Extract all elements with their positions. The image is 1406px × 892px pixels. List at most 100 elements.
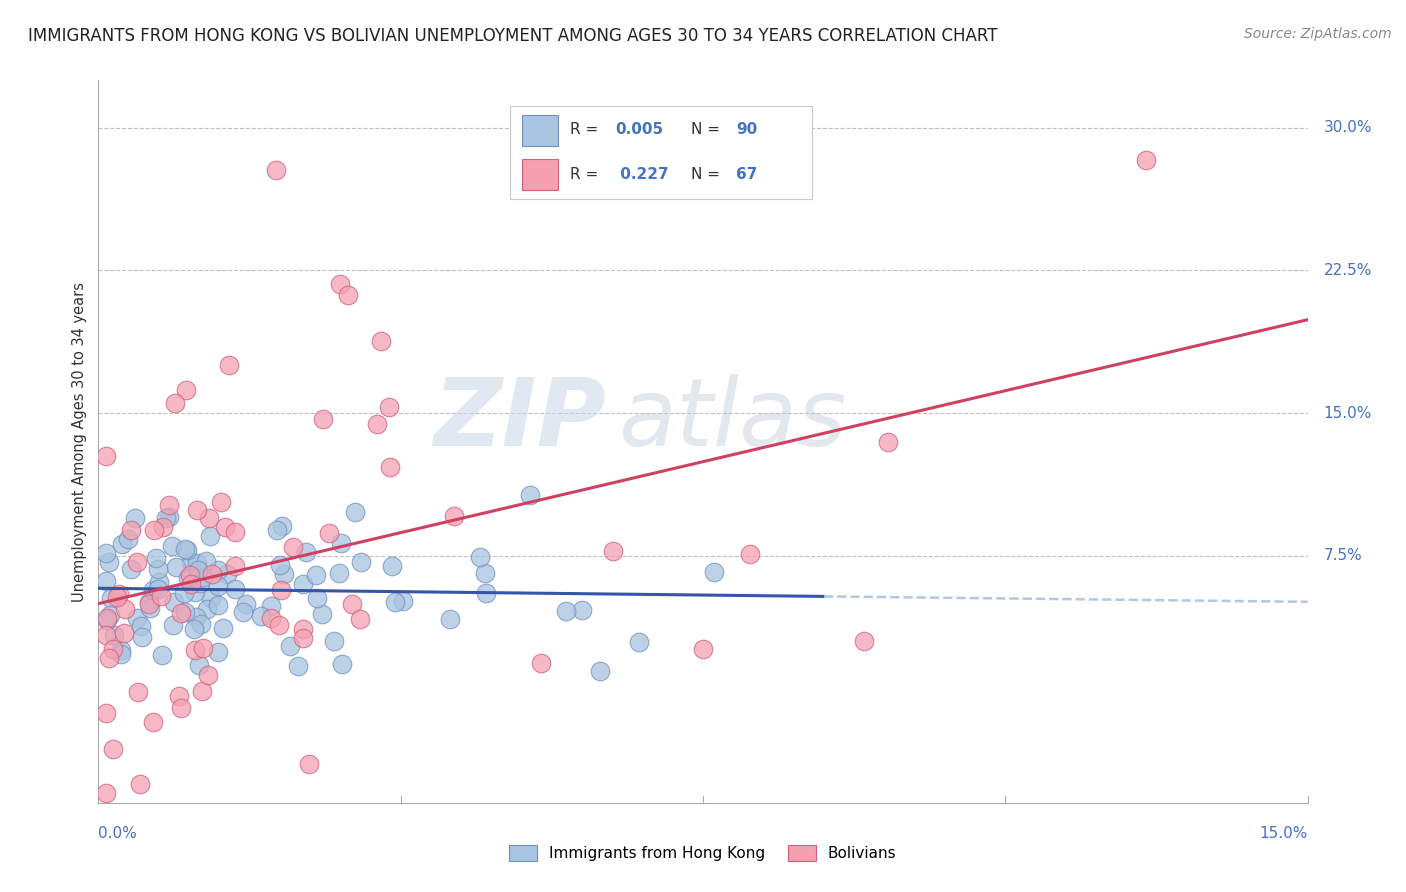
Point bbox=[470, 550, 492, 565]
Point bbox=[170, 606, 193, 620]
Point bbox=[266, 523, 288, 537]
Point bbox=[377, 401, 399, 415]
Point bbox=[273, 567, 295, 582]
Point bbox=[187, 657, 209, 672]
Point bbox=[329, 277, 352, 291]
Point bbox=[129, 777, 152, 791]
Point bbox=[173, 586, 195, 600]
Point bbox=[270, 582, 292, 597]
Point bbox=[738, 547, 761, 561]
Point bbox=[260, 599, 283, 614]
Point bbox=[292, 632, 315, 646]
Point bbox=[120, 562, 142, 576]
Point bbox=[183, 622, 205, 636]
Point bbox=[179, 568, 201, 582]
Text: 0.0%: 0.0% bbox=[98, 826, 138, 840]
Point bbox=[877, 434, 900, 449]
Point bbox=[114, 602, 136, 616]
Point bbox=[96, 610, 118, 624]
Point bbox=[101, 641, 124, 656]
Point bbox=[287, 659, 309, 673]
Point bbox=[269, 558, 291, 573]
Point bbox=[391, 594, 413, 608]
Point bbox=[127, 611, 149, 625]
Point bbox=[232, 605, 254, 619]
Point bbox=[330, 536, 353, 550]
Point bbox=[184, 610, 207, 624]
Point bbox=[305, 591, 328, 605]
Text: Source: ZipAtlas.com: Source: ZipAtlas.com bbox=[1244, 27, 1392, 41]
Point bbox=[366, 417, 388, 431]
Text: 30.0%: 30.0% bbox=[1323, 120, 1372, 136]
Point bbox=[165, 395, 187, 409]
Point bbox=[703, 566, 725, 580]
Point bbox=[170, 701, 193, 715]
Point bbox=[264, 162, 287, 177]
Point bbox=[328, 566, 350, 580]
Point bbox=[112, 626, 135, 640]
Point bbox=[177, 571, 200, 585]
Point bbox=[180, 577, 202, 591]
Point bbox=[145, 551, 167, 566]
Point bbox=[120, 523, 142, 537]
Point bbox=[281, 540, 304, 554]
Point bbox=[167, 690, 190, 704]
Point bbox=[157, 509, 180, 524]
Point bbox=[530, 656, 553, 670]
Point bbox=[100, 591, 122, 605]
Point bbox=[146, 582, 169, 597]
Point bbox=[318, 525, 340, 540]
Point bbox=[96, 450, 118, 464]
Point bbox=[370, 334, 392, 348]
Point bbox=[343, 505, 366, 519]
Point bbox=[129, 619, 152, 633]
Point bbox=[197, 668, 219, 682]
Point bbox=[162, 595, 184, 609]
Point bbox=[180, 556, 202, 570]
Point bbox=[340, 597, 363, 611]
Point bbox=[260, 611, 283, 625]
Point bbox=[101, 742, 124, 756]
Point bbox=[103, 628, 125, 642]
Point bbox=[298, 756, 321, 771]
Point bbox=[191, 640, 214, 655]
Point bbox=[155, 511, 177, 525]
Point bbox=[110, 647, 132, 661]
Point bbox=[190, 617, 212, 632]
Point bbox=[292, 577, 315, 591]
Point bbox=[117, 533, 139, 547]
Point bbox=[124, 511, 146, 525]
Point bbox=[187, 563, 209, 577]
Point bbox=[96, 574, 118, 588]
Text: 15.0%: 15.0% bbox=[1323, 406, 1372, 420]
Point bbox=[201, 566, 224, 581]
Point bbox=[142, 583, 165, 598]
Point bbox=[176, 542, 198, 557]
Point bbox=[191, 570, 214, 584]
Point bbox=[602, 543, 624, 558]
Point bbox=[291, 622, 314, 636]
Point bbox=[218, 359, 240, 373]
Point bbox=[194, 554, 217, 568]
Point bbox=[207, 645, 229, 659]
Point bbox=[380, 460, 402, 475]
Text: 7.5%: 7.5% bbox=[1323, 548, 1362, 563]
Point bbox=[186, 556, 208, 570]
Point bbox=[148, 575, 170, 590]
Point bbox=[186, 503, 208, 517]
Point bbox=[105, 590, 128, 604]
Point bbox=[150, 648, 173, 662]
Point bbox=[97, 651, 120, 665]
Point bbox=[280, 639, 302, 653]
Text: 15.0%: 15.0% bbox=[1260, 826, 1308, 840]
Point bbox=[142, 523, 165, 537]
Point bbox=[555, 604, 578, 618]
Point bbox=[589, 665, 612, 679]
Point bbox=[96, 786, 118, 800]
Point bbox=[184, 585, 207, 599]
Point bbox=[224, 558, 246, 573]
Point bbox=[125, 555, 148, 569]
Point bbox=[200, 591, 222, 605]
Point bbox=[207, 562, 229, 576]
Point bbox=[127, 685, 149, 699]
